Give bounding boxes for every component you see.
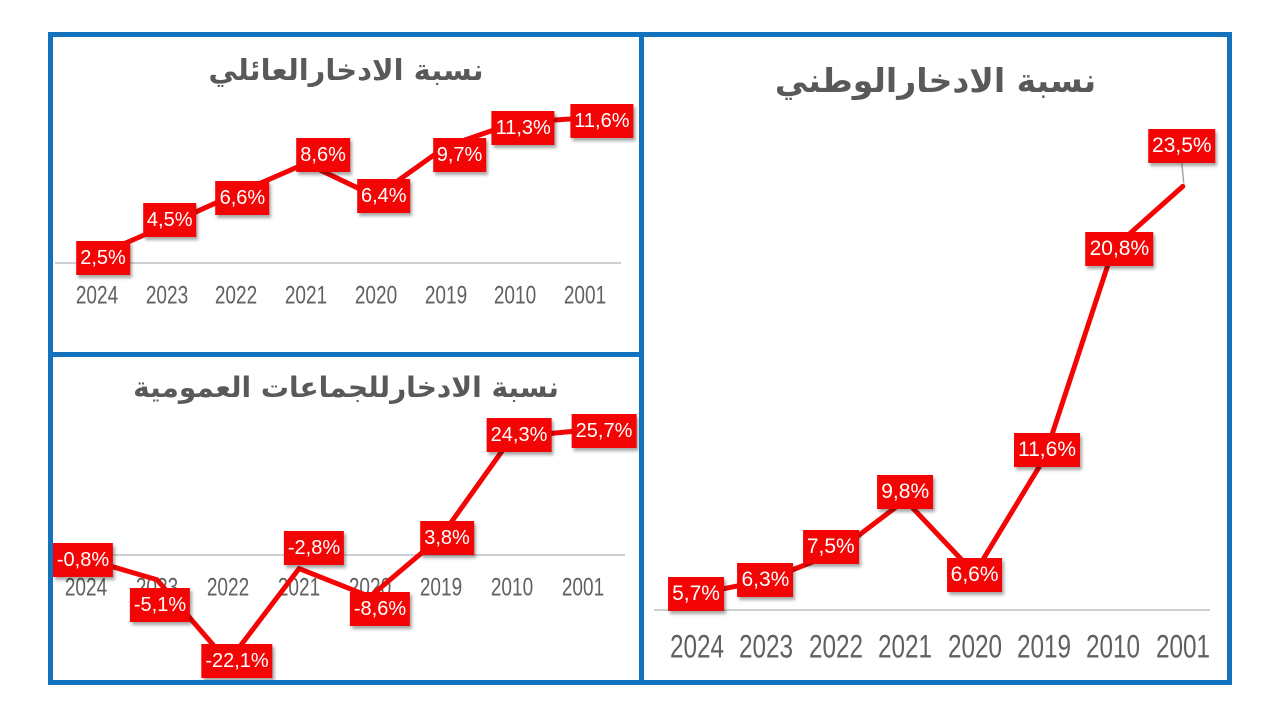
plot-area: 2024 2023 2022 2021 2020 2019 2010 2001 5,7% 6,3%…: [644, 37, 1227, 680]
data-label: 11,6%: [1014, 432, 1080, 467]
data-label: 2,5%: [76, 241, 130, 276]
axis-label-2010: 2010: [1086, 628, 1141, 665]
axis-label-2023: 2023: [739, 628, 794, 665]
data-label: -0,8%: [53, 542, 114, 577]
label-leader-line: [1181, 163, 1185, 184]
data-label: 11,6%: [570, 104, 634, 139]
line-series-svg: [83, 427, 586, 665]
data-label: -2,8%: [283, 530, 345, 565]
data-label: -8,6%: [349, 591, 411, 626]
axis-label-2001: 2001: [1155, 628, 1210, 665]
axis-label-2024: 2024: [75, 281, 119, 310]
data-label: 23,5%: [1148, 129, 1216, 164]
data-label: 6,4%: [357, 178, 411, 213]
data-label: 25,7%: [571, 414, 637, 449]
data-label: 8,6%: [296, 138, 350, 173]
axis-label-2019: 2019: [1016, 628, 1072, 665]
data-label: 20,8%: [1085, 232, 1154, 267]
chart-title-public-communities-savings: نسبة الادخارللجماعات العمومية: [133, 371, 559, 404]
data-label: 11,3%: [491, 110, 555, 145]
data-label: 9,7%: [432, 137, 487, 172]
chart-title-family-savings: نسبة الادخارالعائلي: [208, 53, 484, 87]
data-label: 24,3%: [486, 418, 552, 453]
data-label: 6,6%: [215, 180, 270, 215]
axis-label-2001: 2001: [563, 281, 607, 310]
axis-label-2020: 2020: [947, 628, 1002, 665]
data-label: 6,3%: [737, 563, 794, 598]
data-label: 6,6%: [946, 558, 1003, 593]
plot-area: 20242023202220212020201920102001-0,8%-5,…: [53, 357, 639, 680]
data-label: -22,1%: [201, 644, 273, 679]
chart-panel-national-savings: نسبة الادخارالوطني 2024 2023 2022 2021 2020 2…: [639, 32, 1232, 685]
plot-area: 2024 2023 2022 2021 2020 2019 2010 2001 2,5% 4,5%…: [53, 37, 639, 353]
axis-label-2020: 2020: [354, 281, 397, 310]
data-label: 3,8%: [420, 520, 474, 555]
x-axis-line: [55, 262, 621, 264]
axis-label-2024: 2024: [64, 573, 108, 602]
data-label: 4,5%: [142, 203, 197, 238]
chart-panel-family-savings: نسبة الادخارالعائلي 2024 2023 2022 2021 2020…: [48, 32, 644, 358]
data-label: 5,7%: [668, 576, 724, 611]
axis-label-2024: 2024: [669, 628, 725, 665]
axis-label-2022: 2022: [808, 628, 863, 665]
axis-label-2010: 2010: [494, 281, 537, 310]
axis-label-2023: 2023: [145, 281, 188, 310]
axis-label-2022: 2022: [206, 573, 250, 602]
axis-label-2019: 2019: [419, 573, 463, 602]
line-series-svg: [694, 163, 1186, 597]
axis-label-2001: 2001: [561, 573, 605, 602]
chart-title-national-savings: نسبة الادخارالوطني: [774, 61, 1097, 100]
axis-label-2022: 2022: [215, 281, 258, 310]
axis-label-2021: 2021: [284, 281, 328, 310]
axis-label-2010: 2010: [490, 573, 534, 602]
x-axis-line: [654, 609, 1210, 611]
data-label: 9,8%: [877, 475, 934, 510]
chart-panel-public-communities-savings: نسبة الادخارللجماعات العمومية 2024202320…: [48, 352, 644, 685]
data-label: -5,1%: [129, 587, 191, 622]
axis-label-2021: 2021: [878, 628, 933, 665]
data-label: 7,5%: [802, 529, 859, 564]
axis-label-2019: 2019: [424, 281, 467, 310]
